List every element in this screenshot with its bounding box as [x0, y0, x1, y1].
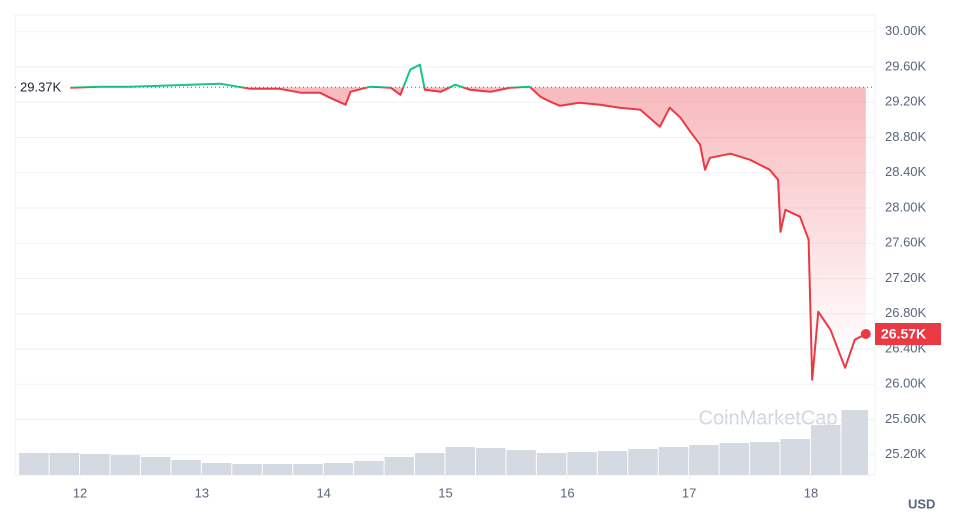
- x-tick-label: 18: [804, 485, 818, 500]
- volume-bar: [110, 455, 140, 475]
- x-tick-label: 16: [560, 485, 574, 500]
- area-fill: [70, 87, 866, 380]
- volume-bar: [445, 447, 475, 475]
- volume-bar: [597, 451, 628, 475]
- last-label-bg: [875, 323, 941, 346]
- volume-bar: [201, 463, 232, 475]
- y-tick-label: 27.60K: [885, 235, 927, 250]
- volume-bar: [262, 464, 293, 475]
- baseline-label: 29.37K: [20, 80, 62, 95]
- y-tick-label: 29.20K: [885, 94, 927, 109]
- volume-bar: [780, 439, 810, 475]
- volume-bar: [323, 463, 354, 475]
- baseline-label-bg: [17, 78, 69, 97]
- volume-bar: [750, 442, 780, 475]
- y-tick-label: 28.40K: [885, 164, 927, 179]
- volume-bar: [171, 460, 201, 475]
- volume-bars: [19, 410, 868, 475]
- x-tick-label: 12: [73, 485, 87, 500]
- volume-bar: [658, 447, 689, 475]
- y-tick-label: 30.00K: [885, 23, 927, 38]
- y-tick-label: 27.20K: [885, 270, 927, 285]
- y-tick-label: 29.60K: [885, 58, 927, 73]
- volume-bar: [628, 449, 658, 475]
- x-axis-label: USD: [908, 496, 935, 511]
- volume-bar: [810, 425, 841, 475]
- volume-bar: [19, 453, 49, 475]
- volume-bar: [475, 448, 506, 475]
- volume-bar: [293, 464, 323, 475]
- volume-bar: [841, 410, 868, 475]
- x-tick-label: 13: [195, 485, 209, 500]
- x-tick-label: 14: [316, 485, 330, 500]
- volume-bar: [384, 457, 415, 475]
- y-tick-label: 26.80K: [885, 305, 927, 320]
- y-tick-label: 26.00K: [885, 376, 927, 391]
- volume-bar: [354, 461, 384, 475]
- volume-bar: [567, 452, 597, 475]
- plot-frame: [14, 14, 876, 476]
- y-tick-label: 25.60K: [885, 411, 927, 426]
- volume-bar: [80, 454, 110, 475]
- volume-bar: [719, 443, 750, 475]
- x-tick-label: 15: [438, 485, 452, 500]
- last-point: [860, 329, 871, 340]
- volume-bar: [49, 453, 80, 475]
- volume-bar: [689, 445, 719, 475]
- volume-bar: [232, 464, 262, 475]
- watermark: CoinMarketCap: [699, 407, 838, 429]
- y-tick-label: 25.20K: [885, 446, 927, 461]
- y-tick-label: 28.00K: [885, 199, 927, 214]
- volume-bar: [536, 453, 567, 475]
- price-line: [70, 63, 867, 381]
- x-tick-label: 17: [682, 485, 696, 500]
- volume-bar: [415, 453, 445, 475]
- volume-bar: [506, 450, 536, 475]
- volume-bar: [140, 457, 171, 475]
- last-label: 26.57K: [881, 326, 926, 342]
- y-tick-label: 28.80K: [885, 129, 927, 144]
